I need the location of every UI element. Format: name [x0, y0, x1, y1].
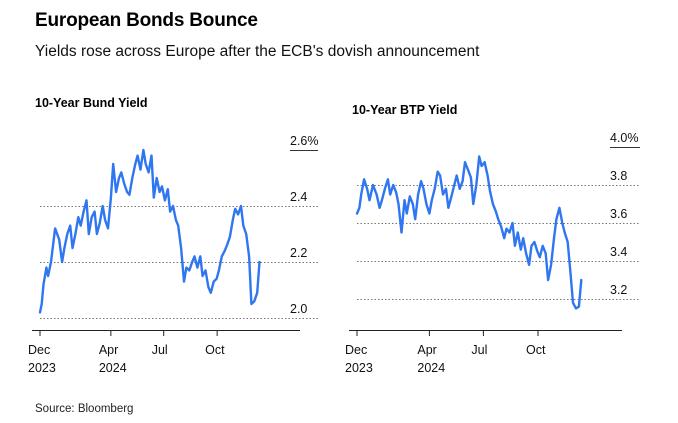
- bund-y-tick-label: 2.0: [290, 302, 307, 316]
- chart-subtitle: Yields rose across Europe after the ECB'…: [35, 43, 480, 60]
- btp-x-tick-label: Dec: [345, 343, 367, 357]
- bund-x-tick-label: Jul: [152, 343, 168, 357]
- btp-y-tick-label: 4.0%: [610, 131, 639, 145]
- btp-x-tick-label: 2024: [417, 361, 445, 375]
- btp-y-tick-label: 3.4: [610, 245, 627, 259]
- btp-yield-line: [355, 155, 583, 310]
- bund-y-tick-label: 2.4: [290, 190, 307, 204]
- btp-y-tick-label: 3.8: [610, 169, 627, 183]
- bund-x-tick-label: Dec: [28, 343, 50, 357]
- bund-x-tick-label: 2024: [99, 361, 127, 375]
- btp-y-tick-label: 3.6: [610, 207, 627, 221]
- btp-y-tick-label: 3.2: [610, 283, 627, 297]
- btp-x-tick-label: 2023: [345, 361, 373, 375]
- btp-x-tick-label: Jul: [471, 343, 487, 357]
- btp-x-tick-label: Apr: [417, 343, 436, 357]
- bund-yield-line: [38, 148, 261, 314]
- bund-panel-title: 10-Year Bund Yield: [35, 96, 148, 110]
- chart-title: European Bonds Bounce: [35, 10, 258, 31]
- btp-panel-title: 10-Year BTP Yield: [352, 103, 457, 117]
- bund-x-tick-label: Oct: [205, 343, 225, 357]
- bund-y-tick-label: 2.6%: [290, 134, 319, 148]
- bund-x-tick-label: 2023: [28, 361, 56, 375]
- bund-x-tick-label: Apr: [99, 343, 118, 357]
- bund-y-tick-label: 2.2: [290, 246, 307, 260]
- btp-x-tick-label: Oct: [526, 343, 546, 357]
- source-note: Source: Bloomberg: [35, 403, 134, 415]
